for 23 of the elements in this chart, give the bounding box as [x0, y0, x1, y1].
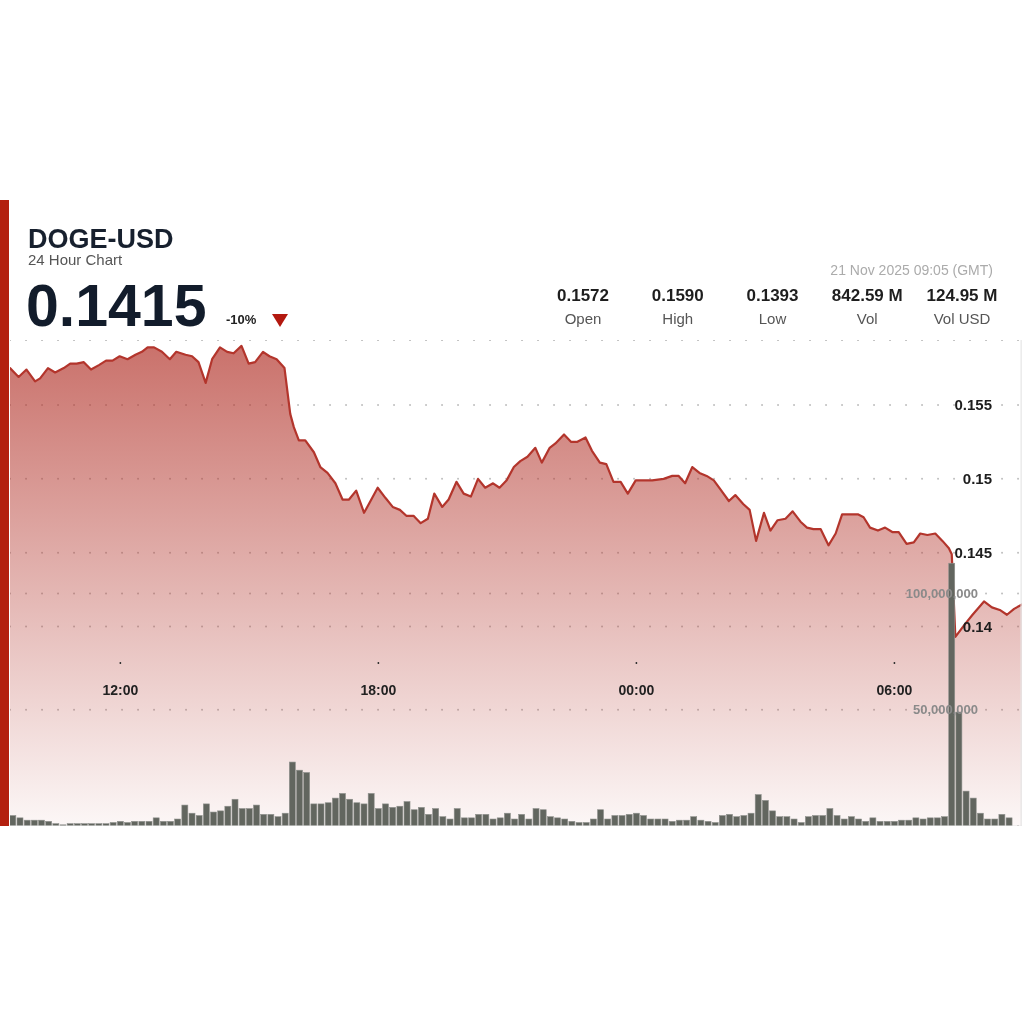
text: 842.59 M: [830, 286, 904, 306]
text: 0.1415: [26, 273, 207, 339]
y-tick-label: 0.155: [954, 396, 992, 414]
text: 0.1590: [650, 286, 705, 306]
x-tick-label: 06:00: [876, 682, 913, 698]
text: -10%: [226, 312, 257, 328]
x-tick-label: 18:00: [360, 682, 397, 698]
text: 21 Nov 2025 09:05 (GMT): [830, 262, 993, 279]
y-tick-label: 0.145: [954, 544, 992, 562]
y-tick-label: 0.15: [962, 470, 992, 488]
y-tick-label: 0.14: [962, 618, 993, 636]
text: Low: [757, 310, 788, 328]
text: 124.95 M: [925, 286, 999, 306]
x-tick-label: 00:00: [618, 682, 655, 698]
text: 0.1393: [745, 286, 800, 306]
chart-subtitle: 24 Hour Chart: [28, 251, 123, 269]
text: High: [661, 310, 695, 328]
text: Vol USD: [932, 310, 992, 328]
text: 0.1572: [556, 286, 610, 306]
text: Open: [563, 310, 603, 328]
text: Vol: [855, 310, 879, 328]
x-tick-label: 12:00: [102, 682, 139, 698]
chart-title: DOGE-USD: [28, 223, 174, 254]
